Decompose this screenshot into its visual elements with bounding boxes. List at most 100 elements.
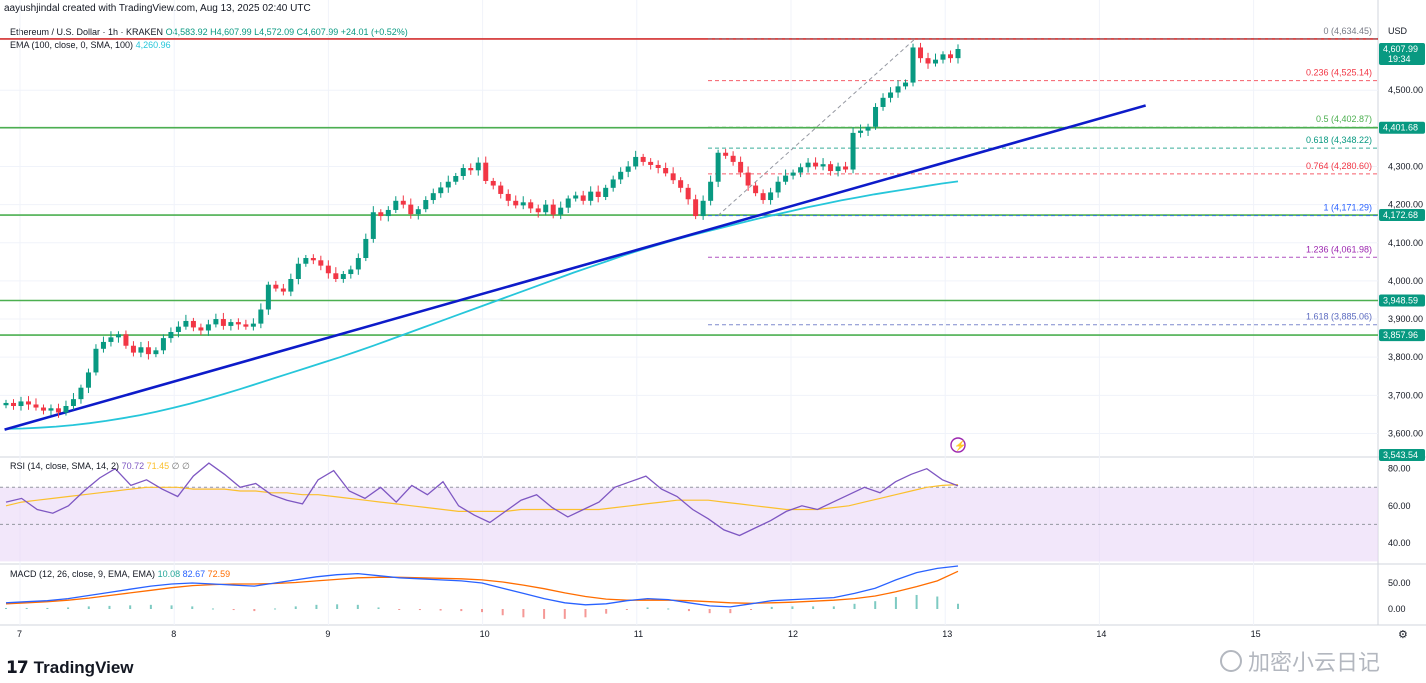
price-badge-label: 3,948.59 bbox=[1383, 296, 1418, 306]
tv-logo-icon: 𝟭𝟳 bbox=[6, 658, 29, 677]
candle-body bbox=[475, 162, 481, 171]
candle-body bbox=[820, 164, 826, 167]
candle-body bbox=[48, 408, 54, 411]
candle-body bbox=[288, 278, 294, 292]
macd-histogram-bar bbox=[129, 605, 132, 609]
price-badge bbox=[1379, 121, 1425, 134]
time-tick-label: 12 bbox=[788, 629, 798, 639]
ema-label: EMA (100, close, 0, SMA, 100) bbox=[10, 40, 134, 50]
candle-body bbox=[513, 200, 519, 206]
candle-body bbox=[865, 126, 871, 131]
candle-body bbox=[850, 132, 856, 170]
candle-body bbox=[543, 204, 549, 213]
price-tick-label: 4,100.00 bbox=[1388, 238, 1423, 248]
symbol-name: Ethereum / U.S. Dollar · 1h · KRAKEN bbox=[10, 27, 164, 37]
candle-body bbox=[895, 86, 901, 93]
candle-body bbox=[220, 319, 226, 326]
tradingview-logo[interactable]: 𝟭𝟳 TradingView bbox=[6, 658, 134, 678]
price-tick-label: 4,200.00 bbox=[1388, 200, 1423, 210]
candle-body bbox=[423, 200, 429, 210]
candle-body bbox=[595, 191, 601, 197]
macd-histogram-bar bbox=[957, 603, 959, 609]
macd-histogram-bar bbox=[625, 609, 628, 610]
macd-histogram-bar bbox=[398, 609, 401, 610]
macd-histogram-bar bbox=[294, 606, 297, 609]
time-tick-label: 11 bbox=[634, 629, 643, 639]
candle-body bbox=[340, 274, 346, 279]
candle-body bbox=[948, 54, 954, 59]
candle-body bbox=[213, 319, 219, 325]
macd-legend[interactable]: MACD (12, 26, close, 9, EMA, EMA) 10.08 … bbox=[10, 569, 230, 579]
price-badge-label: 3,857.96 bbox=[1383, 330, 1418, 340]
time-tick-label: 15 bbox=[1251, 629, 1261, 639]
price-badge bbox=[1379, 43, 1425, 65]
candle-body bbox=[888, 92, 894, 98]
candle-body bbox=[123, 334, 129, 346]
candle-body bbox=[813, 162, 819, 167]
rsi-legend[interactable]: RSI (14, close, SMA, 14, 2) 70.72 71.45 … bbox=[10, 461, 190, 472]
macd-histogram-bar bbox=[46, 607, 49, 609]
candle-body bbox=[693, 199, 699, 217]
macd-histogram-bar bbox=[67, 607, 70, 609]
candle-body bbox=[828, 164, 834, 172]
candle-body bbox=[453, 176, 459, 182]
price-badge-label: 4,172.68 bbox=[1383, 210, 1418, 220]
candle-body bbox=[70, 399, 76, 407]
macd-signal-line bbox=[5, 570, 959, 605]
macd-line-value: 82.67 bbox=[182, 569, 206, 579]
candle-body bbox=[108, 337, 114, 342]
price-tick-label: 4,500.00 bbox=[1388, 85, 1423, 95]
macd-histogram-bar bbox=[501, 609, 504, 616]
price-tick-label: 3,900.00 bbox=[1388, 314, 1423, 324]
candle-body bbox=[805, 162, 811, 168]
candle-body bbox=[378, 212, 384, 217]
candle-body bbox=[625, 166, 631, 172]
candle-body bbox=[565, 198, 571, 208]
candle-body bbox=[588, 191, 594, 201]
watermark: 加密小云日记 bbox=[1220, 645, 1380, 677]
ema-legend[interactable]: EMA (100, close, 0, SMA, 100) 4,260.96 bbox=[10, 40, 171, 50]
candle-body bbox=[925, 58, 931, 64]
macd-histogram-bar bbox=[708, 609, 711, 614]
candle-body bbox=[415, 209, 421, 215]
macd-histogram-bar bbox=[687, 609, 690, 612]
price-badge bbox=[1379, 209, 1425, 222]
candle-body bbox=[25, 401, 31, 405]
candle-body bbox=[235, 322, 241, 325]
rsi-sma-value: 71.45 bbox=[146, 461, 170, 471]
macd-histogram-bar bbox=[336, 604, 339, 609]
candle-body bbox=[498, 185, 504, 194]
candle-body bbox=[175, 326, 181, 333]
candle-body bbox=[348, 269, 354, 275]
price-tick-label: 4,000.00 bbox=[1388, 276, 1423, 286]
candle-body bbox=[745, 172, 751, 186]
candle-body bbox=[520, 202, 526, 206]
fib-diagonal bbox=[717, 38, 916, 216]
fib-level-label: 0.764 (4,280.60) bbox=[1306, 161, 1372, 171]
candle-body bbox=[393, 200, 399, 210]
ema-value: 4,260.96 bbox=[135, 40, 171, 50]
candle-body bbox=[700, 200, 706, 217]
candle-body bbox=[655, 164, 661, 168]
chart-byline: aayushjindal created with TradingView.co… bbox=[4, 3, 311, 14]
macd-histogram-bar bbox=[853, 603, 856, 609]
candle-body bbox=[370, 212, 376, 239]
candle-body bbox=[910, 47, 916, 83]
price-badge bbox=[1379, 329, 1425, 342]
symbol-legend[interactable]: Ethereum / U.S. Dollar · 1h · KRAKEN O4,… bbox=[10, 27, 408, 37]
candle-body bbox=[663, 167, 669, 174]
candle-body bbox=[438, 187, 444, 194]
candle-body bbox=[205, 324, 211, 331]
rsi-tick-label: 60.00 bbox=[1388, 501, 1411, 511]
macd-histogram-bar bbox=[584, 609, 587, 618]
macd-histogram-bar bbox=[936, 596, 939, 609]
candle-body bbox=[918, 47, 924, 59]
candle-body bbox=[295, 263, 301, 279]
rsi-value: 70.72 bbox=[121, 461, 145, 471]
candle-body bbox=[445, 181, 451, 188]
time-tick-label: 14 bbox=[1096, 629, 1106, 639]
candle-body bbox=[798, 167, 804, 173]
candle-body bbox=[783, 175, 789, 182]
macd-line bbox=[5, 565, 959, 608]
